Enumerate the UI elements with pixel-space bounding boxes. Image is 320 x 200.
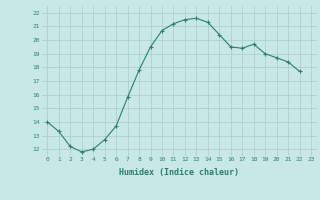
X-axis label: Humidex (Indice chaleur): Humidex (Indice chaleur) [119,168,239,177]
